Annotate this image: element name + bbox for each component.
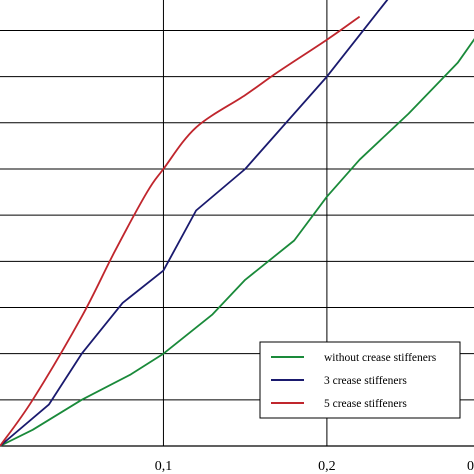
x-tick-label: 0,1 — [155, 459, 173, 474]
series-line-3 — [0, 15, 361, 447]
x-tick-labels: 0,1 0,2 0 — [155, 459, 474, 474]
x-tick-label: 0 — [467, 459, 474, 474]
legend-label: 3 crease stiffeners — [324, 375, 407, 387]
legend: without crease stiffeners 3 crease stiffe… — [259, 341, 461, 419]
legend-label: 5 crease stiffeners — [324, 398, 407, 410]
x-tick-label: 0,2 — [318, 459, 336, 474]
series-layer — [0, 0, 474, 447]
series-line-2 — [0, 0, 389, 447]
legend-label: without crease stiffeners — [324, 352, 437, 364]
series-line-1 — [0, 38, 474, 447]
grid — [0, 0, 474, 447]
